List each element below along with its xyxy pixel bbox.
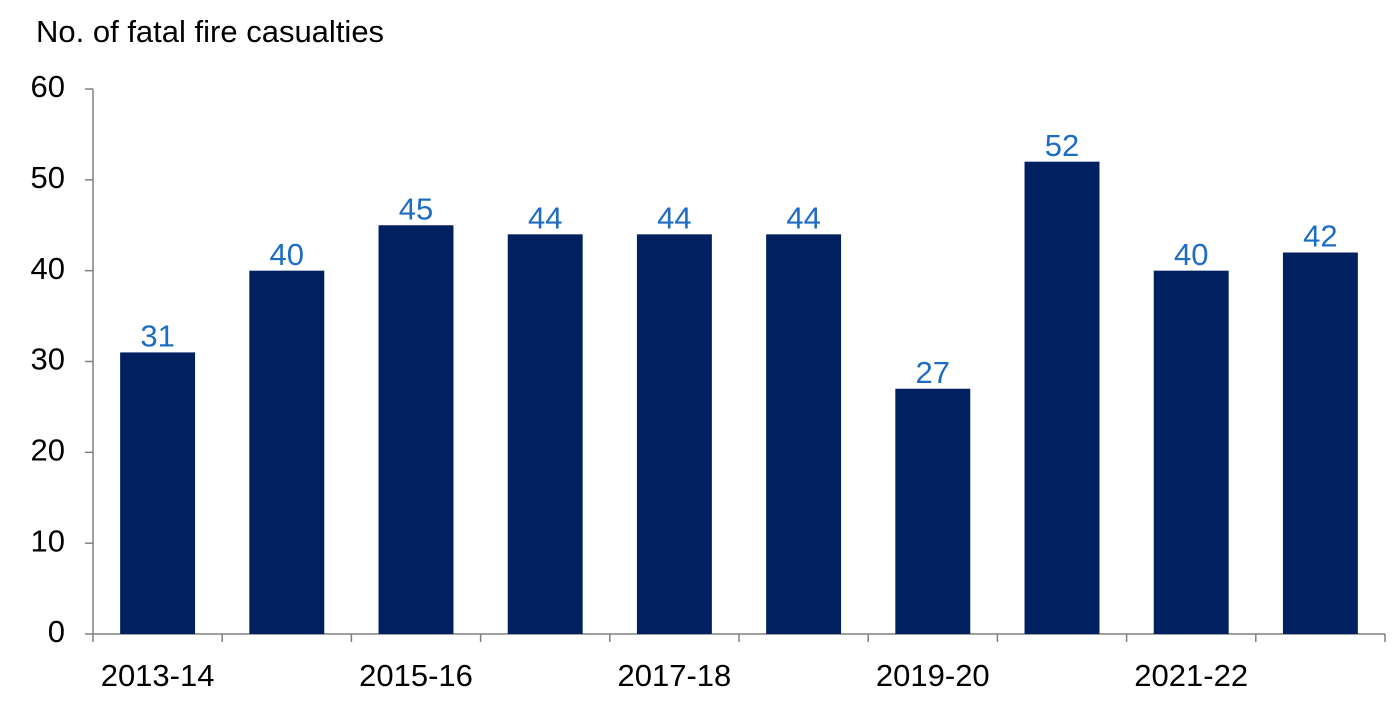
value-label: 44 <box>786 201 820 236</box>
bar <box>1153 270 1229 634</box>
value-label: 44 <box>657 201 691 236</box>
x-tick-label: 2017-18 <box>618 658 732 693</box>
y-tick-label: 60 <box>31 69 65 104</box>
value-label: 40 <box>1174 237 1208 272</box>
bar <box>249 270 325 634</box>
bar <box>766 234 842 635</box>
bar <box>507 234 583 635</box>
x-tick-label: 2019-20 <box>876 658 990 693</box>
value-label: 27 <box>916 355 950 390</box>
y-axis-label: No. of fatal fire casualties <box>36 14 384 49</box>
bar <box>895 388 971 634</box>
value-label: 45 <box>399 191 433 226</box>
y-tick-label: 10 <box>31 523 65 558</box>
bar <box>120 352 196 634</box>
bar <box>636 234 712 635</box>
y-tick-label: 20 <box>31 433 65 468</box>
value-label: 44 <box>528 201 562 236</box>
bar <box>1282 252 1358 634</box>
value-label: 52 <box>1045 128 1079 163</box>
y-tick-label: 30 <box>31 342 65 377</box>
y-tick-label: 50 <box>31 160 65 195</box>
value-label: 31 <box>140 319 174 354</box>
x-tick-label: 2021-22 <box>1134 658 1248 693</box>
x-tick-label: 2015-16 <box>359 658 473 693</box>
y-tick-label: 40 <box>31 251 65 286</box>
bar <box>378 225 454 634</box>
bar <box>1024 161 1100 634</box>
value-label: 40 <box>270 237 304 272</box>
value-label: 42 <box>1303 219 1337 254</box>
x-tick-label: 2013-14 <box>101 658 215 693</box>
y-tick-label: 0 <box>48 614 65 649</box>
